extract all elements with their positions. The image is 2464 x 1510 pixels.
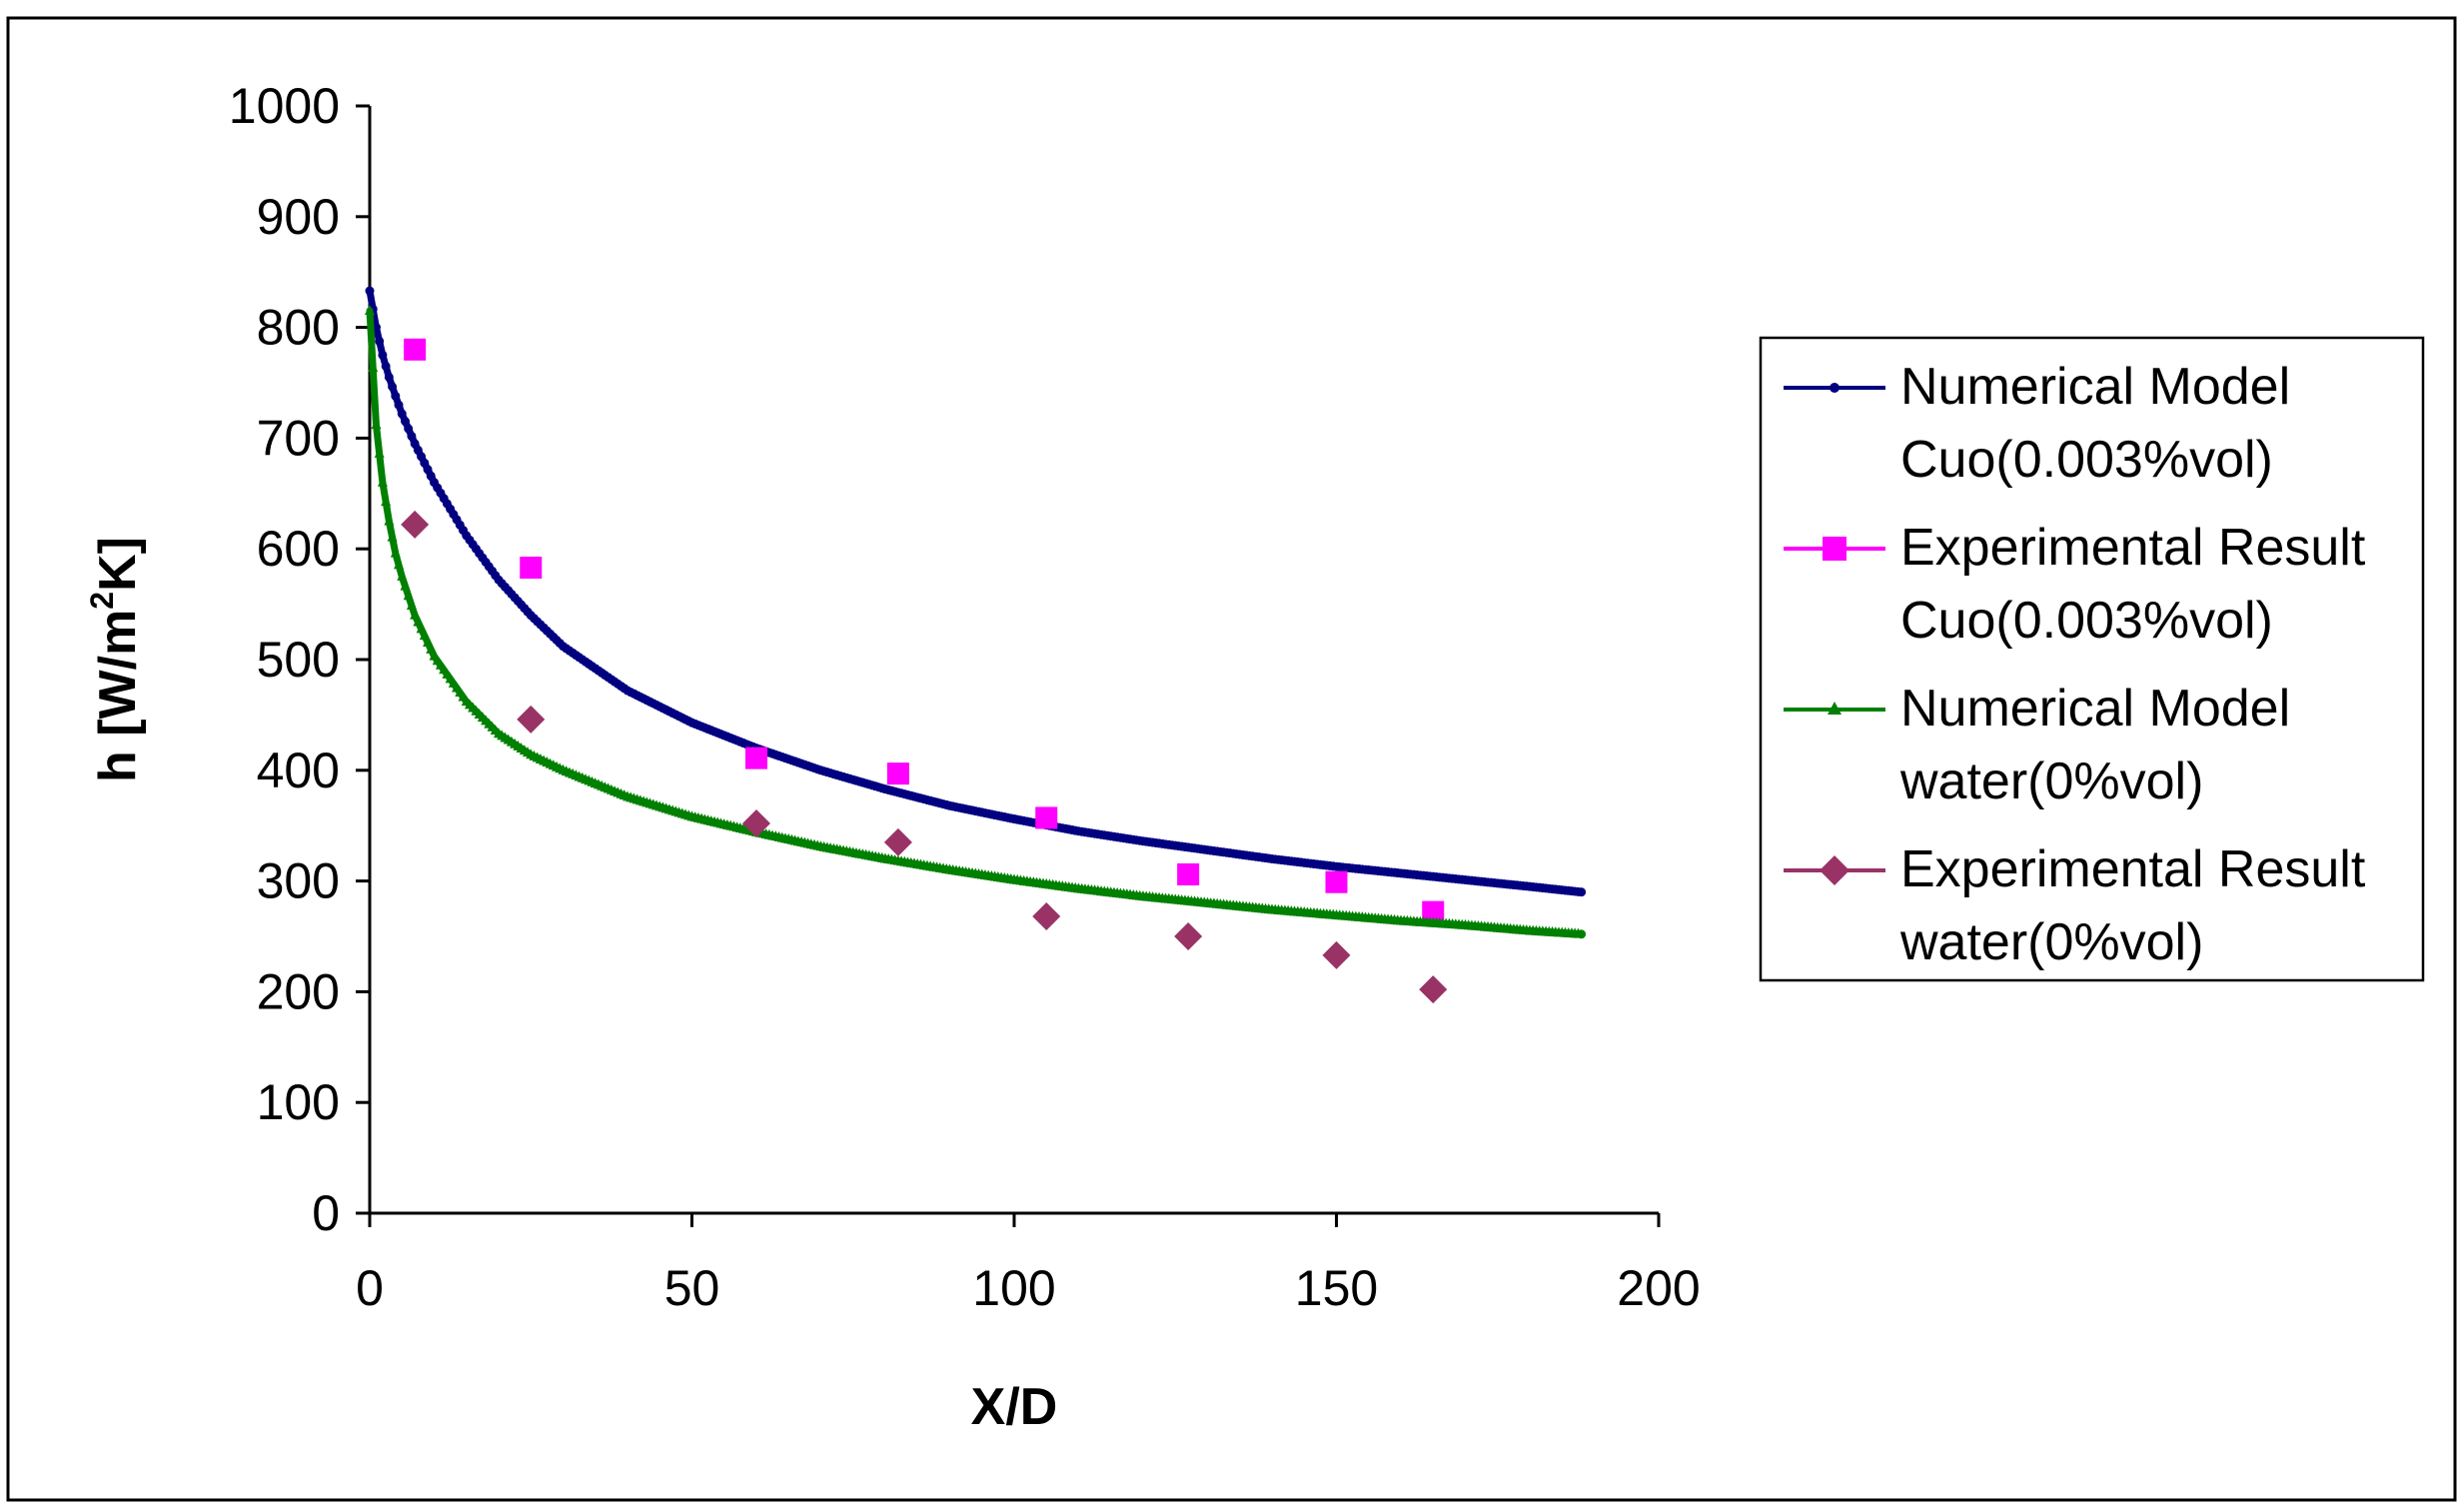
legend: Numerical Model Cuo(0.003%vol) Experimen… [1759, 336, 2425, 982]
curve-marker [403, 590, 414, 601]
series-3 [365, 304, 1587, 939]
curve-marker [400, 417, 410, 427]
legend-entry-2: Experimental Result Cuo(0.003%vol) [1784, 519, 2366, 650]
x-ticks: 0 50 100 150 200 [356, 1213, 1701, 1316]
data-point [1322, 940, 1351, 969]
series-2 [404, 338, 1445, 923]
data-point [745, 747, 767, 769]
curve-marker [375, 336, 385, 346]
y-tick-label: 100 [257, 1074, 340, 1130]
data-point [1035, 806, 1058, 829]
series-4 [401, 510, 1448, 1004]
legend-label-4b: water(0%vol) [1899, 913, 2203, 971]
x-axis-title: X/D [971, 1378, 1058, 1436]
curve-marker [365, 286, 375, 296]
y-tick-label: 300 [257, 853, 340, 909]
curve-marker [378, 350, 388, 360]
legend-entry-1: Numerical Model Cuo(0.003%vol) [1784, 358, 2290, 489]
legend-label-1b: Cuo(0.003%vol) [1900, 431, 2273, 489]
curve-marker [394, 559, 405, 570]
legend-swatch-marker-2 [1823, 537, 1847, 561]
legend-box [1759, 336, 2425, 982]
x-tick-label: 200 [1617, 1260, 1700, 1316]
data-point [401, 510, 430, 539]
curve-marker [423, 637, 434, 648]
data-point [883, 827, 912, 856]
y-tick-label: 0 [312, 1185, 340, 1241]
y-axis-title-sup: 2 [84, 592, 120, 610]
y-axis-title-tail: K] [89, 537, 147, 592]
data-point [1177, 862, 1200, 885]
y-ticks: 0 100 200 300 400 500 600 700 800 900 1000 [229, 78, 370, 1241]
curve-marker [400, 580, 411, 591]
legend-entry-3: Numerical Model water(0%vol) [1784, 680, 2290, 810]
curve-marker [381, 496, 392, 507]
y-tick-label: 700 [257, 410, 340, 466]
y-tick-label: 400 [257, 743, 340, 798]
data-point [517, 705, 546, 734]
y-tick-label: 500 [257, 632, 340, 688]
curve-marker [1577, 929, 1587, 939]
curve-marker [381, 361, 391, 371]
data-point [520, 557, 543, 580]
data-point [1032, 902, 1061, 931]
y-axis-title-main: h [W/m [89, 610, 147, 782]
curve-marker [397, 570, 408, 581]
curve-marker [404, 424, 414, 434]
legend-label-4a: Experimental Result [1900, 840, 2366, 898]
x-tick-label: 50 [664, 1260, 720, 1316]
legend-label-3a: Numerical Model [1900, 680, 2290, 738]
curve-marker [407, 431, 417, 441]
curve-marker [388, 382, 398, 392]
curve-marker [1577, 887, 1587, 897]
curve-marker [406, 599, 417, 610]
y-tick-label: 1000 [229, 78, 340, 134]
series-1 [365, 286, 1587, 897]
curve-marker [365, 304, 375, 315]
data-point [1325, 870, 1348, 893]
x-tick-label: 150 [1295, 1260, 1378, 1316]
curve-marker [394, 400, 404, 410]
curve-marker [390, 547, 401, 558]
curve-marker [387, 531, 398, 542]
curve-marker [413, 616, 424, 627]
data-point [1419, 975, 1448, 1004]
curve-marker [391, 391, 401, 401]
curve-marker [368, 362, 379, 373]
data-point [1174, 922, 1203, 950]
x-tick-label: 0 [356, 1260, 384, 1316]
data-point [886, 762, 909, 785]
curve-marker [410, 609, 421, 620]
x-tick-label: 100 [972, 1260, 1055, 1316]
curve-marker [377, 476, 388, 487]
y-tick-label: 900 [257, 189, 340, 245]
legend-swatch-marker-4 [1820, 855, 1849, 885]
legend-entry-4: Experimental Result water(0%vol) [1784, 840, 2366, 971]
legend-label-3b: water(0%vol) [1899, 753, 2203, 810]
curve-marker [416, 623, 427, 634]
curve-marker [374, 447, 385, 458]
y-tick-label: 200 [257, 963, 340, 1019]
series-layer [365, 286, 1587, 1004]
plot-area: 0 100 200 300 400 500 600 700 800 900 1000 0 50 100 1… [229, 78, 1701, 1316]
y-tick-label: 600 [257, 521, 340, 577]
y-axis-title: h [W/m2K] [84, 537, 147, 782]
data-point [404, 338, 427, 361]
legend-label-1a: Numerical Model [1900, 358, 2290, 416]
legend-label-2a: Experimental Result [1900, 519, 2366, 577]
y-tick-label: 800 [257, 300, 340, 356]
data-point [742, 808, 770, 837]
legend-label-2b: Cuo(0.003%vol) [1900, 592, 2273, 650]
curve-marker [384, 515, 395, 526]
legend-swatch-marker-3 [1828, 702, 1842, 715]
legend-swatch-marker-1 [1830, 383, 1840, 393]
curve-marker [371, 419, 382, 430]
curve-marker [384, 372, 394, 382]
data-point [1422, 900, 1445, 923]
curve-marker [397, 409, 407, 419]
curve-marker [419, 630, 430, 641]
curve-marker [426, 643, 437, 654]
